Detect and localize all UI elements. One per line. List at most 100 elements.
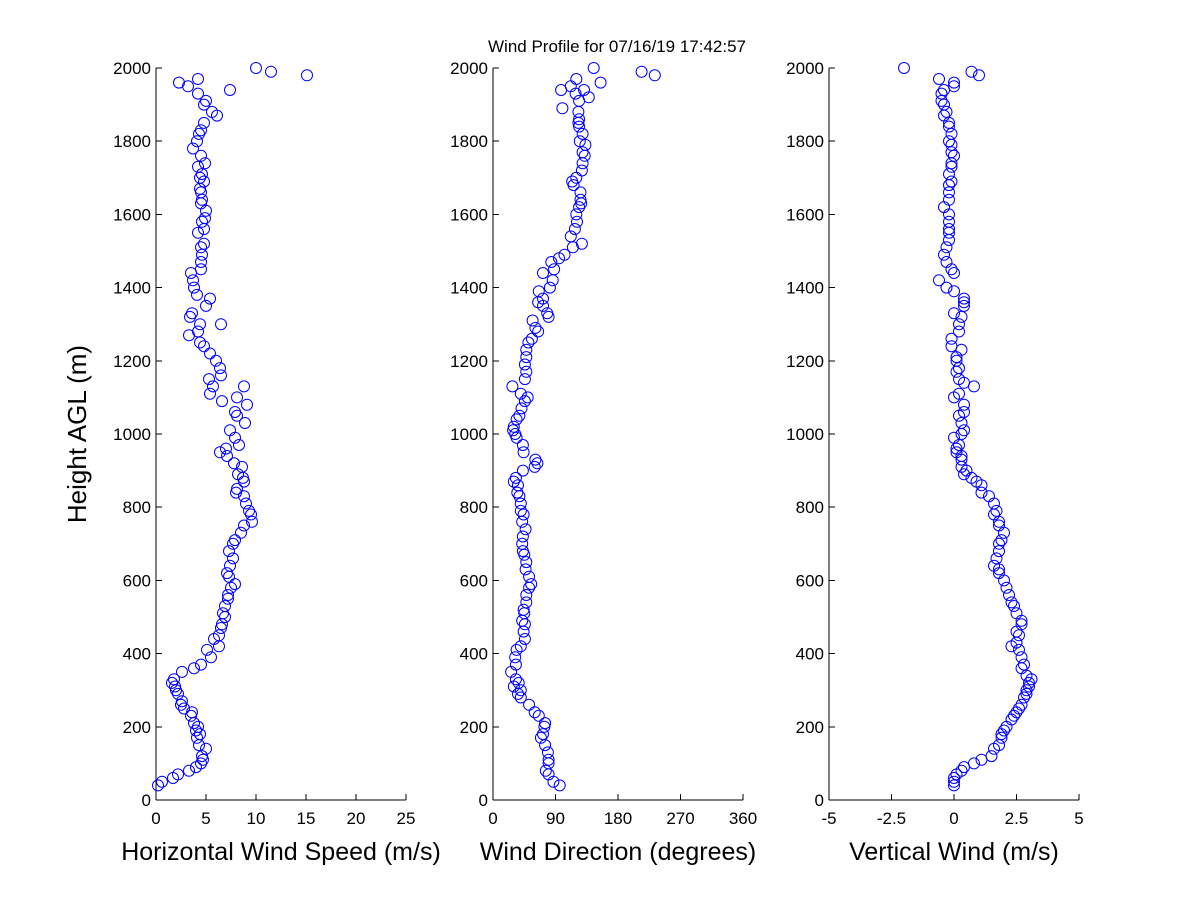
data-point (195, 124, 207, 137)
data-point (233, 439, 245, 451)
y-tick-label: 1400 (786, 279, 824, 298)
data-point (546, 274, 559, 287)
data-point (983, 490, 995, 503)
x-tick-label: 270 (666, 809, 694, 828)
data-point (509, 471, 522, 484)
data-point (192, 325, 204, 338)
y-tick-label: 0 (479, 791, 488, 810)
data-point (518, 373, 531, 386)
data-point (516, 545, 529, 558)
data-point (998, 724, 1010, 737)
data-point (228, 457, 240, 470)
panel-1: 0 200 400 600 800 1000 1200 1400 1600 1800 2000 0 5 1… (62, 59, 441, 866)
data-point (955, 310, 968, 323)
data-point (229, 578, 241, 591)
data-point (514, 504, 527, 517)
data-point (240, 497, 252, 510)
data-point (973, 69, 985, 82)
y-tick-label: 800 (460, 498, 488, 517)
data-point (568, 223, 581, 235)
data-point (187, 142, 199, 155)
data-point (1018, 691, 1030, 704)
data-point (948, 149, 960, 162)
data-point (204, 387, 216, 400)
y-tick-label: 600 (460, 571, 488, 590)
data-point (520, 596, 533, 609)
data-point (172, 768, 184, 781)
data-point (948, 267, 960, 279)
data-point (168, 673, 180, 686)
data-point (940, 105, 953, 118)
data-point (516, 464, 529, 477)
data-point (576, 157, 589, 170)
data-point (953, 439, 965, 451)
data-point (948, 779, 960, 792)
x-tick-label: 180 (604, 809, 632, 828)
data-point (940, 241, 953, 254)
data-point (953, 325, 965, 338)
data-point (1000, 720, 1013, 733)
data-point (532, 709, 545, 722)
data-point (238, 380, 250, 393)
data-point (186, 706, 198, 719)
data-point (520, 365, 533, 378)
y-tick-label: 1600 (786, 205, 824, 224)
data-point (998, 574, 1010, 587)
data-point (204, 292, 216, 305)
data-point (514, 387, 527, 400)
figure-title: Wind Profile for 07/16/19 17:42:57 (488, 37, 746, 56)
data-point (938, 109, 950, 122)
data-point (573, 120, 586, 133)
y-tick-label: 600 (796, 571, 824, 590)
data-point (988, 497, 1000, 510)
data-point (518, 395, 531, 408)
data-point (575, 164, 588, 177)
data-point (943, 208, 955, 221)
data-point (955, 417, 968, 429)
x-tick-label: 2.5 (1005, 809, 1029, 828)
data-point (518, 618, 531, 631)
data-point (224, 84, 236, 96)
data-point (945, 127, 958, 140)
data-point (990, 552, 1003, 565)
y-tick-label: 2000 (113, 59, 151, 78)
data-point (955, 343, 968, 356)
data-point (953, 318, 965, 331)
data-point (938, 201, 950, 214)
data-point (194, 728, 206, 741)
data-point (206, 105, 218, 118)
data-point (993, 739, 1005, 752)
data-point (222, 589, 234, 601)
data-point (968, 380, 980, 393)
x-tick-label: 20 (347, 809, 366, 828)
y-tick-label: 400 (123, 645, 151, 664)
x-tick-label: 5 (1074, 809, 1083, 828)
x-tick-label: 10 (247, 809, 266, 828)
data-point (938, 248, 950, 261)
data-point (958, 292, 970, 305)
x-tick-label: 0 (151, 809, 160, 828)
data-point (520, 351, 533, 364)
data-point (215, 622, 227, 634)
data-point (1015, 698, 1028, 711)
data-point (227, 552, 239, 565)
data-point (512, 479, 524, 492)
data-point (965, 65, 978, 78)
data-point (510, 643, 523, 656)
data-point (594, 76, 607, 89)
data-point (953, 387, 965, 400)
data-point (537, 267, 549, 279)
data-point (195, 186, 207, 199)
data-point (217, 607, 229, 620)
y-tick-label: 1800 (450, 132, 488, 151)
x-tick-label: 90 (546, 809, 565, 828)
data-point (948, 80, 960, 93)
data-point (532, 325, 545, 338)
data-point (576, 146, 589, 159)
data-point (514, 497, 527, 510)
data-point (572, 105, 585, 118)
data-point (988, 508, 1000, 521)
data-point (523, 698, 536, 711)
data-point (238, 490, 250, 503)
x-tick-label: -2.5 (877, 809, 906, 828)
